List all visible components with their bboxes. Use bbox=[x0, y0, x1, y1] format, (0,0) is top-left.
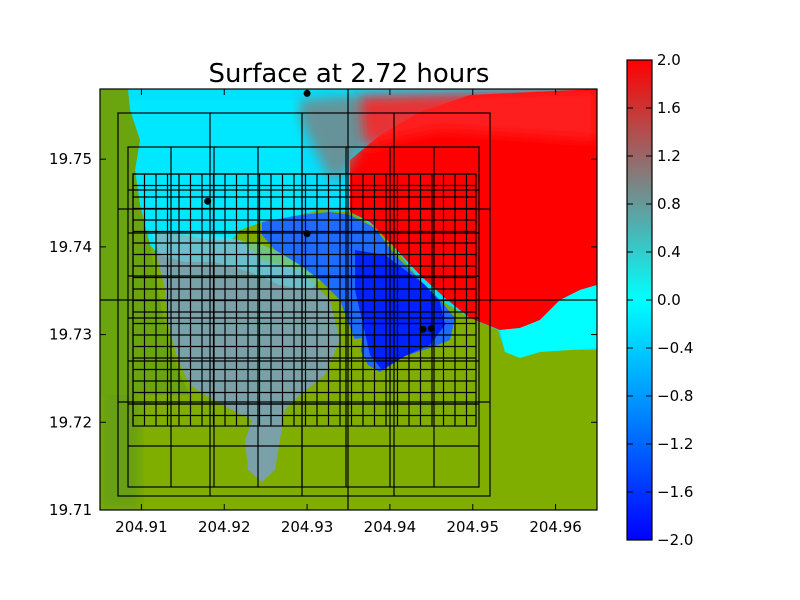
x-axis: 204.91 204.92 204.93 204.94 204.95 204.96 bbox=[115, 89, 582, 536]
x-tick-label: 204.95 bbox=[447, 518, 500, 536]
gauge-point bbox=[204, 197, 212, 205]
water-bay-cyan-rim bbox=[150, 230, 320, 290]
plot-frame bbox=[99, 88, 598, 511]
grid-patch-outline bbox=[127, 146, 480, 488]
colorbar: 2.0 1.6 1.2 0.8 0.4 0.0 −0.4 −0.8 −1.2 −1.6 −2.0 bbox=[626, 51, 693, 549]
x-tick-label: 204.96 bbox=[529, 518, 582, 536]
water-transition-red bbox=[360, 89, 597, 150]
chart-title: Surface at 2.72 hours bbox=[209, 59, 490, 89]
colorbar-tick-label: 2.0 bbox=[657, 51, 681, 69]
gauge-point bbox=[419, 325, 427, 333]
colorbar-tick-label: −0.4 bbox=[657, 339, 693, 357]
y-axis: 19.71 19.72 19.73 19.74 19.75 bbox=[49, 150, 597, 519]
colorbar-tick-label: 0.8 bbox=[657, 195, 681, 213]
x-tick-label: 204.94 bbox=[364, 518, 417, 536]
colorbar-tick-label: 0.0 bbox=[657, 291, 681, 309]
colorbar-tick-label: −1.6 bbox=[657, 483, 693, 501]
y-tick-label: 19.72 bbox=[49, 413, 92, 431]
y-tick-label: 19.73 bbox=[49, 326, 92, 344]
colorbar-tick-label: −0.8 bbox=[657, 387, 693, 405]
x-tick-label: 204.91 bbox=[115, 518, 168, 536]
colorbar-tick-label: −2.0 bbox=[657, 531, 693, 549]
colorbar-tick-label: −1.2 bbox=[657, 435, 693, 453]
x-tick-label: 204.92 bbox=[198, 518, 251, 536]
colorbar-tick-label: 0.4 bbox=[657, 243, 681, 261]
water-transition bbox=[300, 95, 380, 180]
y-tick-label: 19.74 bbox=[49, 238, 92, 256]
colorbar-tick-label: 1.6 bbox=[657, 99, 681, 117]
colorbar-ticks: 2.0 1.6 1.2 0.8 0.4 0.0 −0.4 −0.8 −1.2 −1.6 −2.0 bbox=[627, 51, 693, 549]
gauge-point bbox=[427, 324, 435, 332]
gauge-point bbox=[303, 230, 311, 238]
grid-patch-outline bbox=[117, 112, 491, 497]
x-tick-label: 204.93 bbox=[281, 518, 334, 536]
y-tick-label: 19.71 bbox=[49, 501, 92, 519]
water-depression-deep bbox=[355, 250, 445, 370]
y-tick-label: 19.75 bbox=[49, 150, 92, 168]
water-east-cyan bbox=[500, 285, 597, 358]
colorbar-tick-label: 1.2 bbox=[657, 147, 681, 165]
refinement-grid bbox=[100, 89, 597, 510]
